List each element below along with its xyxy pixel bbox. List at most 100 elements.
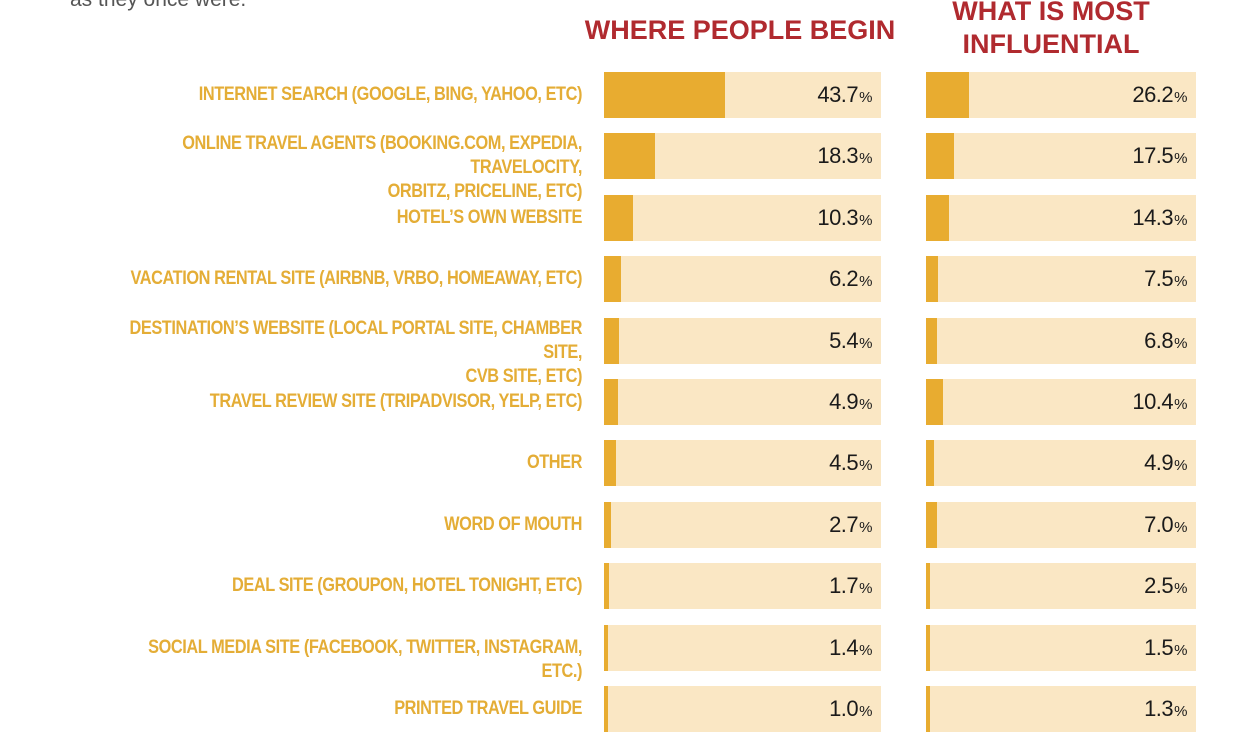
percent-unit: %: [859, 211, 872, 229]
percent-unit: %: [859, 89, 872, 106]
bar-track-begin: 1.4%: [604, 624, 881, 671]
value-label-influential: 17.5%: [1132, 133, 1187, 179]
category-label: HOTEL’S OWN WEBSITE: [396, 206, 583, 228]
bar-track-influential: 6.8%: [926, 317, 1196, 364]
percent-unit: %: [1174, 518, 1187, 536]
percent-unit: %: [859, 150, 872, 168]
bar-begin: [604, 379, 618, 425]
value-label-influential: 7.5%: [1144, 256, 1187, 302]
value-number: 43.7: [817, 82, 859, 107]
value-label-begin: 4.5%: [829, 440, 872, 486]
category-label: DESTINATION’S WEBSITE (LOCAL PORTAL SITE…: [129, 317, 582, 387]
value-number: 1.4: [829, 634, 859, 660]
bar-influential: [926, 194, 950, 241]
value-number: 1.5: [1144, 634, 1174, 660]
bar-influential: [926, 72, 969, 118]
category-label: SOCIAL MEDIA SITE (FACEBOOK, TWITTER, IN…: [148, 636, 582, 682]
category-label: VACATION RENTAL SITE (AIRBNB, VRBO, HOME…: [130, 268, 583, 290]
column-header-most-influential: WHAT IS MOST INFLUENTIAL: [952, 0, 1150, 59]
value-number: 1.3: [1144, 696, 1174, 721]
value-label-influential: 6.8%: [1144, 318, 1187, 364]
percent-unit: %: [1174, 641, 1187, 659]
bar-influential: [926, 440, 934, 487]
category-label: TRAVEL REVIEW SITE (TRIPADVISOR, YELP, E…: [209, 391, 583, 412]
value-number: 17.5: [1132, 143, 1174, 169]
bar-track-begin: 2.7%: [604, 501, 881, 548]
bar-influential: [926, 501, 938, 548]
bar-track-begin: 43.7%: [604, 72, 881, 118]
percent-unit: %: [1174, 150, 1187, 168]
bar-begin: [604, 686, 608, 732]
category-label: INTERNET SEARCH (GOOGLE, BING, YAHOO, ET…: [198, 84, 583, 105]
percent-unit: %: [1174, 334, 1187, 352]
category-label: WORD OF MOUTH: [444, 513, 582, 535]
bar-influential: [926, 686, 930, 732]
bar-influential: [926, 317, 938, 364]
value-label-begin: 5.4%: [829, 318, 872, 364]
bar-track-influential: 10.4%: [926, 379, 1196, 425]
bar-influential: [926, 563, 931, 610]
bar-track-begin: 4.5%: [604, 440, 881, 487]
value-label-begin: 4.9%: [829, 379, 872, 425]
value-number: 18.3: [817, 143, 859, 169]
bar-track-begin: 18.3%: [604, 133, 881, 180]
bar-influential: [926, 133, 955, 180]
percent-unit: %: [1174, 457, 1187, 475]
value-number: 6.8: [1144, 327, 1174, 353]
bar-begin: [604, 624, 608, 671]
value-number: 6.2: [829, 266, 859, 292]
value-number: 4.9: [829, 389, 859, 414]
bar-track-influential: 2.5%: [926, 563, 1196, 610]
percent-unit: %: [1174, 273, 1187, 291]
value-label-begin: 10.3%: [817, 195, 872, 241]
value-label-influential: 2.5%: [1144, 563, 1187, 609]
value-number: 2.5: [1144, 573, 1174, 599]
bar-influential: [926, 256, 939, 303]
bar-track-begin: 6.2%: [604, 256, 881, 303]
bar-track-influential: 14.3%: [926, 194, 1196, 241]
value-label-begin: 6.2%: [829, 256, 872, 302]
value-number: 7.5: [1144, 266, 1174, 292]
percent-unit: %: [1174, 703, 1187, 720]
value-label-influential: 26.2%: [1132, 72, 1187, 118]
value-label-begin: 18.3%: [817, 133, 872, 179]
value-number: 14.3: [1132, 204, 1174, 230]
value-number: 7.0: [1144, 511, 1174, 537]
percent-unit: %: [859, 457, 872, 475]
bar-begin: [604, 317, 619, 364]
bar-track-begin: 5.4%: [604, 317, 881, 364]
bar-track-influential: 1.5%: [926, 624, 1196, 671]
percent-unit: %: [859, 396, 872, 413]
bar-track-begin: 10.3%: [604, 194, 881, 241]
value-number: 10.3: [817, 204, 859, 230]
percent-unit: %: [859, 273, 872, 291]
value-label-begin: 1.4%: [829, 625, 872, 671]
value-label-influential: 7.0%: [1144, 502, 1187, 548]
percent-unit: %: [1174, 396, 1187, 413]
percent-unit: %: [1174, 580, 1187, 598]
bar-track-influential: 1.3%: [926, 686, 1196, 732]
column-header-where-people-begin: WHERE PEOPLE BEGIN: [584, 15, 896, 45]
category-label: DEAL SITE (GROUPON, HOTEL TONIGHT, ETC): [231, 575, 582, 597]
intro-text-fragment: as they once were.: [70, 0, 246, 12]
bar-begin: [604, 72, 725, 118]
bar-track-influential: 17.5%: [926, 133, 1196, 180]
category-label: OTHER: [526, 452, 582, 474]
value-number: 10.4: [1132, 389, 1174, 414]
bar-influential: [926, 379, 943, 425]
value-label-begin: 2.7%: [829, 502, 872, 548]
category-label: PRINTED TRAVEL GUIDE: [394, 698, 582, 719]
value-label-influential: 10.4%: [1132, 379, 1187, 425]
bar-track-influential: 7.0%: [926, 501, 1196, 548]
value-number: 2.7: [829, 511, 859, 537]
bar-begin: [604, 256, 622, 303]
value-label-influential: 1.3%: [1144, 686, 1187, 732]
percent-unit: %: [859, 334, 872, 352]
value-number: 26.2: [1132, 82, 1174, 107]
percent-unit: %: [859, 703, 872, 720]
value-label-influential: 1.5%: [1144, 625, 1187, 671]
bar-begin: [604, 563, 609, 610]
bar-track-begin: 1.0%: [604, 686, 881, 732]
value-label-begin: 1.7%: [829, 563, 872, 609]
value-label-begin: 43.7%: [817, 72, 872, 118]
